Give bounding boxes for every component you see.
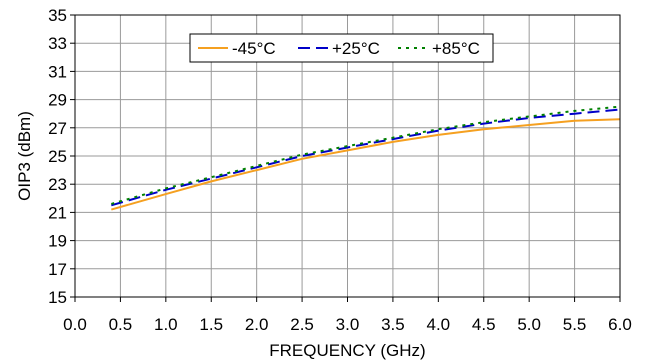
legend: -45°C +25°C +85°C — [189, 33, 494, 63]
x-tick-label-2: 1.0 — [154, 315, 178, 334]
x-tick-label-3: 1.5 — [199, 315, 223, 334]
x-tick-label-0: 0.0 — [63, 315, 87, 334]
y-tick-label-10: 35 — [48, 6, 67, 25]
y-tick-label-9: 33 — [48, 34, 67, 53]
y-tick-label-6: 27 — [48, 119, 67, 138]
x-tick-label-11: 5.5 — [563, 315, 587, 334]
legend-label-2: +85°C — [432, 39, 480, 58]
y-tick-label-0: 15 — [48, 288, 67, 307]
x-tick-label-12: 6.0 — [608, 315, 632, 334]
x-tick-label-8: 4.0 — [427, 315, 451, 334]
x-tick-label-1: 0.5 — [109, 315, 133, 334]
y-tick-label-7: 29 — [48, 91, 67, 110]
y-axis-title: OIP3 (dBm) — [15, 111, 34, 201]
y-tick-label-3: 21 — [48, 203, 67, 222]
y-tick-label-1: 17 — [48, 260, 67, 279]
x-tick-label-7: 3.5 — [381, 315, 405, 334]
legend-label-1: +25°C — [332, 39, 380, 58]
y-tick-label-4: 23 — [48, 175, 67, 194]
legend-label-0: -45°C — [232, 39, 276, 58]
series-line-1 — [111, 108, 621, 207]
x-tick-label-6: 3.0 — [336, 315, 360, 334]
series-line-0 — [111, 118, 621, 211]
x-tick-label-4: 2.0 — [245, 315, 269, 334]
x-tick-labels: 0.0 0.5 1.0 1.5 2.0 2.5 3.0 3.5 4.0 4.5 5.0 5.5 6.0 — [63, 297, 632, 334]
x-axis-title: FREQUENCY (GHz) — [269, 341, 425, 360]
y-tick-labels: 15 17 19 21 23 25 27 29 31 33 35 — [48, 6, 75, 307]
x-tick-label-5: 2.5 — [290, 315, 314, 334]
y-tick-label-8: 31 — [48, 62, 67, 81]
y-tick-label-5: 25 — [48, 147, 67, 166]
x-tick-label-10: 5.0 — [517, 315, 541, 334]
series-line-2 — [111, 105, 621, 205]
y-tick-label-2: 19 — [48, 232, 67, 251]
x-tick-label-9: 4.5 — [472, 315, 496, 334]
plot-lines — [111, 105, 621, 211]
legend-box — [189, 33, 494, 63]
